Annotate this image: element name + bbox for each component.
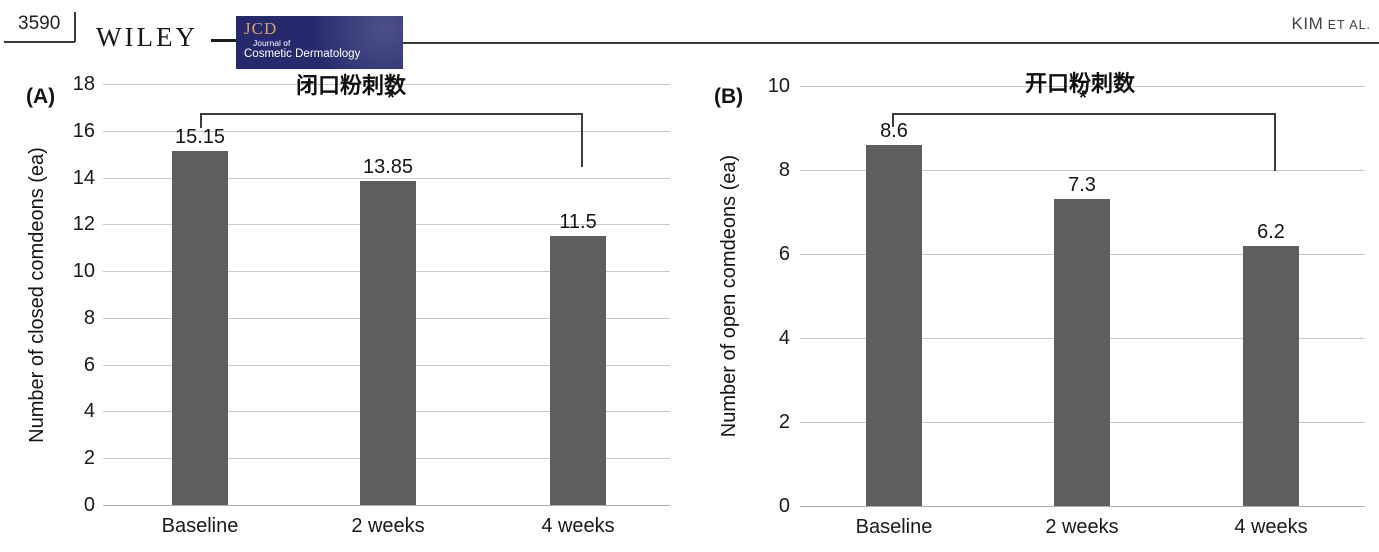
- bar: [866, 145, 922, 506]
- gridline: [103, 131, 670, 132]
- gridline: [103, 178, 670, 179]
- y-axis-tick-label: 8: [83, 307, 95, 329]
- y-axis-tick-label: 16: [72, 120, 95, 142]
- panel-label: (A): [26, 85, 56, 108]
- gridline: [800, 506, 1365, 507]
- y-axis-tick-label: 6: [83, 354, 95, 376]
- significance-bracket-top: [200, 113, 583, 115]
- chart-title: 闭口粉刺数: [295, 73, 406, 98]
- header-right-rule: [403, 42, 1379, 44]
- y-axis-tick-label: 0: [778, 495, 790, 517]
- bar: [172, 151, 228, 505]
- wiley-logo: WILEY: [96, 22, 198, 52]
- page-number: 3590: [18, 13, 61, 34]
- bar-value-label: 8.6: [880, 120, 908, 142]
- y-axis-title: Number of open comdeons (ea): [718, 154, 740, 438]
- y-axis-tick-label: 18: [72, 73, 95, 95]
- bar: [550, 236, 606, 505]
- significance-bracket-right-drop: [581, 113, 583, 167]
- gridline: [800, 170, 1365, 171]
- bar-value-label: 11.5: [559, 211, 597, 233]
- running-head: KIM ET AL.: [1292, 14, 1371, 34]
- bar-value-label: 13.85: [362, 156, 414, 178]
- chart-title: 开口粉刺数: [1024, 71, 1135, 96]
- significance-bracket-top: [892, 113, 1276, 115]
- y-axis-tick-label: 4: [778, 327, 790, 349]
- x-axis-tick-label: 2 weeks: [351, 515, 425, 537]
- y-axis-tick-label: 2: [778, 411, 790, 433]
- gridline: [103, 84, 670, 85]
- panel-label: (B): [714, 85, 744, 108]
- journal-logo-line1: Journal of: [253, 38, 291, 48]
- x-axis-tick-label: 4 weeks: [1234, 516, 1308, 538]
- x-axis-tick-label: Baseline: [855, 516, 933, 538]
- x-axis-tick-label: Baseline: [161, 515, 239, 537]
- gridline: [800, 86, 1365, 87]
- journal-logo-abbrev: JCD: [244, 19, 278, 38]
- y-axis-tick-label: 12: [72, 213, 95, 235]
- bar: [1054, 199, 1110, 506]
- running-head-author: KIM: [1291, 14, 1324, 33]
- wiley-logo-dash: [211, 39, 238, 42]
- y-axis-tick-label: 10: [767, 75, 790, 97]
- header-left-rule: [4, 41, 75, 43]
- y-axis-tick-label: 4: [83, 400, 95, 422]
- y-axis-tick-label: 2: [83, 447, 95, 469]
- y-axis-tick-label: 6: [778, 243, 790, 265]
- significance-bracket-left-drop: [200, 113, 202, 128]
- significance-star: *: [1079, 88, 1087, 109]
- y-axis-tick-label: 8: [778, 159, 790, 181]
- x-axis-tick-label: 2 weeks: [1045, 516, 1119, 538]
- journal-logo: JCD Journal of Cosmetic Dermatology: [236, 16, 403, 69]
- significance-bracket-right-drop: [1274, 113, 1276, 171]
- bar: [1243, 246, 1299, 506]
- y-axis-tick-label: 10: [72, 260, 95, 282]
- bar-value-label: 6.2: [1257, 221, 1285, 243]
- gridline: [103, 505, 670, 506]
- bar-value-label: 15.15: [174, 126, 226, 148]
- y-axis-title: Number of closed comdeons (ea): [26, 147, 48, 443]
- bar: [360, 181, 416, 505]
- significance-bracket-left-drop: [892, 113, 894, 127]
- y-axis-tick-label: 0: [83, 494, 95, 516]
- running-head-etal: ET AL.: [1327, 18, 1371, 32]
- header-vertical-rule: [74, 12, 76, 42]
- bar-value-label: 7.3: [1068, 174, 1096, 196]
- significance-star: *: [387, 88, 395, 109]
- x-axis-tick-label: 4 weeks: [541, 515, 615, 537]
- y-axis-tick-label: 14: [72, 167, 95, 189]
- journal-logo-line2: Cosmetic Dermatology: [244, 48, 361, 60]
